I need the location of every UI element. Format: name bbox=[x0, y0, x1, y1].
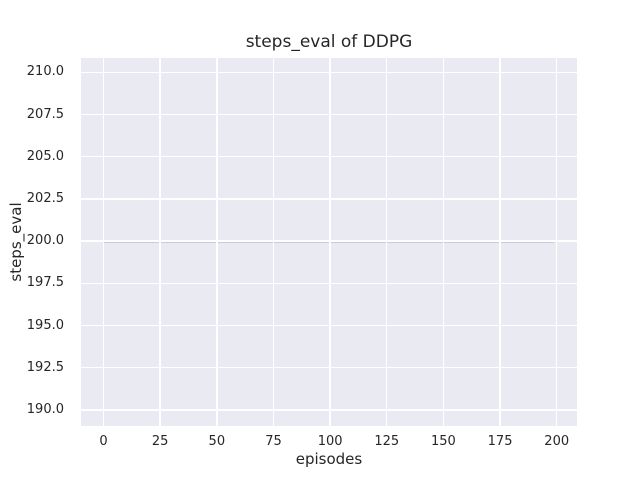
gridline-vertical bbox=[556, 58, 558, 426]
x-tick-label: 25 bbox=[151, 434, 169, 449]
y-tick-label: 195.0 bbox=[26, 317, 64, 333]
x-tick-label: 200 bbox=[544, 434, 570, 449]
gridline-horizontal bbox=[81, 240, 577, 242]
gridline-vertical bbox=[102, 58, 105, 426]
chart-title: steps_eval of DDPG bbox=[245, 32, 413, 52]
gridline-horizontal bbox=[81, 156, 577, 158]
gridline-horizontal bbox=[81, 198, 577, 200]
gridline-horizontal bbox=[81, 113, 577, 116]
y-tick-label: 205.0 bbox=[26, 148, 64, 164]
y-tick-label: 190.0 bbox=[26, 401, 64, 417]
gridline-horizontal bbox=[81, 409, 577, 411]
gridline-horizontal bbox=[81, 71, 577, 74]
x-tick-label: 150 bbox=[431, 434, 456, 449]
gridline-vertical bbox=[159, 58, 161, 426]
gridline-vertical bbox=[329, 58, 331, 426]
plot-area bbox=[81, 58, 577, 426]
gridline-vertical bbox=[272, 58, 275, 426]
gridline-vertical bbox=[499, 58, 501, 426]
y-tick-label: 202.5 bbox=[26, 190, 64, 206]
y-tick-label: 210.0 bbox=[26, 64, 64, 80]
y-tick-label: 192.5 bbox=[26, 359, 64, 375]
gridline-vertical bbox=[386, 58, 388, 426]
gridline-horizontal bbox=[81, 282, 577, 285]
gridline-horizontal bbox=[81, 324, 577, 327]
x-tick-label: 175 bbox=[487, 434, 513, 449]
gridline-vertical bbox=[442, 58, 445, 426]
x-tick-label: 75 bbox=[265, 434, 282, 449]
x-tick-label: 125 bbox=[374, 434, 400, 449]
x-tick-label: 50 bbox=[208, 434, 226, 449]
y-tick-label: 200.0 bbox=[26, 233, 64, 249]
x-tick-label: 100 bbox=[317, 434, 343, 449]
x-axis-label: episodes bbox=[295, 450, 363, 468]
x-tick-label: 0 bbox=[99, 434, 108, 449]
gridline-horizontal bbox=[81, 367, 577, 369]
y-tick-label: 197.5 bbox=[26, 275, 64, 291]
gridline-vertical bbox=[216, 58, 218, 426]
y-tick-label: 207.5 bbox=[26, 106, 64, 122]
